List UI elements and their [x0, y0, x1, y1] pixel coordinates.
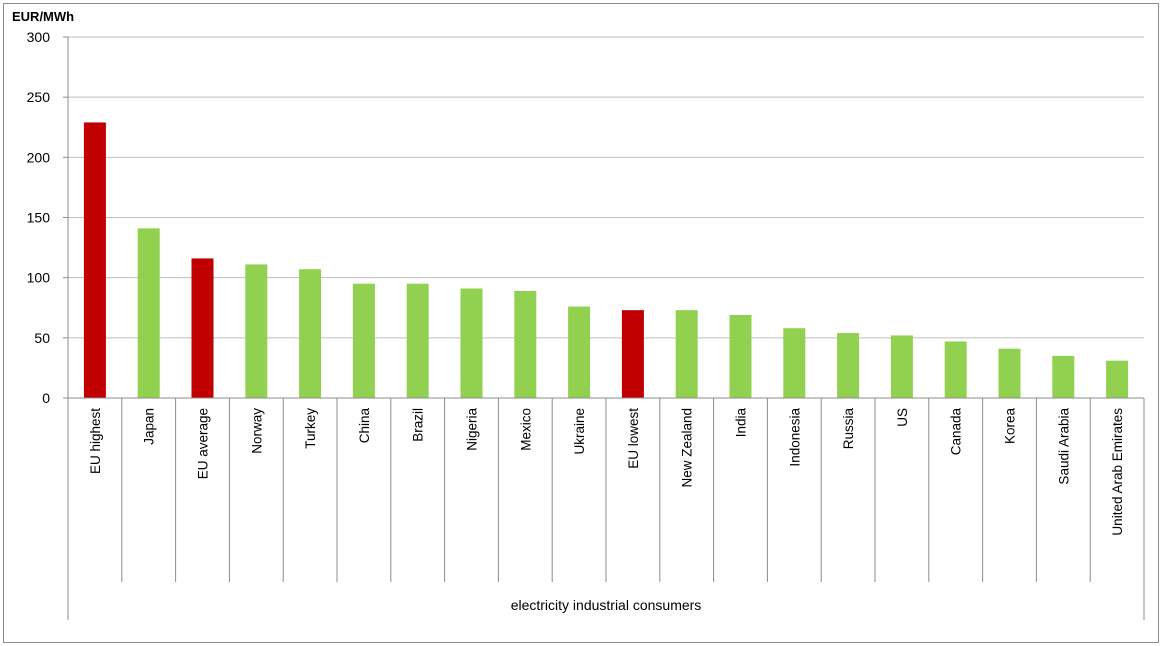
category-label: New Zealand — [680, 408, 695, 488]
bar — [944, 341, 967, 398]
bar — [1106, 360, 1129, 398]
category-label: Canada — [949, 408, 964, 456]
axes — [63, 36, 1145, 620]
category-label: India — [734, 408, 749, 438]
category-label: Ukraine — [572, 408, 587, 455]
bar — [568, 306, 591, 398]
category-label: EU highest — [88, 408, 103, 474]
category-label: Saudi Arabia — [1056, 408, 1071, 485]
bar — [299, 269, 322, 398]
y-tick-labels: 0 50 100 150 200 250 300 — [27, 29, 51, 406]
bar — [460, 288, 483, 398]
category-label: Korea — [1003, 408, 1018, 445]
category-labels: EU highest Japan EU average Norway Turkey Chi… — [88, 408, 1125, 536]
y-tick-label: 300 — [27, 29, 51, 45]
bar — [137, 228, 160, 398]
category-label: United Arab Emirates — [1110, 408, 1125, 536]
bar — [1052, 355, 1075, 398]
bar — [675, 310, 698, 398]
bar — [83, 122, 106, 398]
y-tick-label: 0 — [42, 390, 50, 406]
y-axis-title: EUR/MWh — [12, 9, 74, 24]
y-tick-label: 200 — [27, 149, 51, 165]
category-label: US — [895, 408, 910, 427]
category-label: EU lowest — [626, 408, 641, 469]
bar — [729, 314, 752, 398]
category-label: Indonesia — [787, 408, 802, 467]
category-label: EU average — [196, 408, 211, 479]
y-tick-label: 100 — [27, 270, 51, 286]
bar — [191, 258, 214, 398]
bar — [837, 333, 860, 398]
bar — [514, 290, 537, 398]
y-tick-label: 250 — [27, 89, 51, 105]
category-label: Mexico — [518, 408, 533, 451]
category-label: Japan — [142, 408, 157, 445]
category-label: Nigeria — [465, 408, 480, 451]
category-label: Turkey — [303, 408, 318, 449]
bar — [998, 348, 1021, 398]
bar — [352, 283, 375, 398]
x-axis-title: electricity industrial consumers — [511, 597, 702, 613]
bar — [621, 310, 644, 398]
category-label: China — [357, 408, 372, 444]
bar — [406, 283, 429, 398]
bar — [783, 328, 806, 398]
y-tick-label: 150 — [27, 210, 51, 226]
bar — [245, 264, 268, 398]
bar — [890, 335, 913, 398]
category-label: Brazil — [411, 408, 426, 442]
bars — [83, 122, 1129, 398]
category-label: Norway — [249, 408, 264, 454]
y-tick-label: 50 — [34, 330, 50, 346]
gridlines — [68, 36, 1144, 339]
category-label: Russia — [841, 408, 856, 450]
